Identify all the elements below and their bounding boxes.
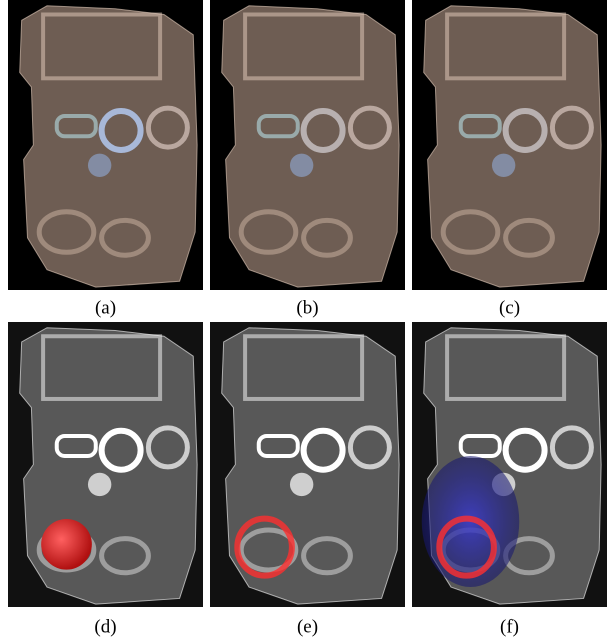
bore	[492, 154, 515, 177]
highlight-red	[41, 519, 92, 570]
page: (a)(b)(c)(d)(e)(f) (() => { const data =…	[0, 0, 611, 639]
panel-caption: (d)	[94, 616, 116, 637]
panel-caption: (b)	[296, 297, 318, 318]
panel-caption: (e)	[297, 616, 318, 637]
panel	[8, 0, 203, 290]
panel	[210, 0, 405, 290]
panel	[210, 322, 405, 607]
bore	[88, 473, 111, 496]
bore	[290, 473, 313, 496]
panel-caption: (f)	[500, 616, 519, 637]
panel-caption: (a)	[95, 297, 116, 318]
panel	[8, 322, 203, 607]
figure: (a) (b) (c) (d) (e) (f)	[0, 0, 611, 639]
panel	[412, 322, 607, 607]
bore	[290, 154, 313, 177]
bore	[88, 154, 111, 177]
panel	[412, 0, 607, 290]
panel-caption: (c)	[499, 297, 520, 318]
